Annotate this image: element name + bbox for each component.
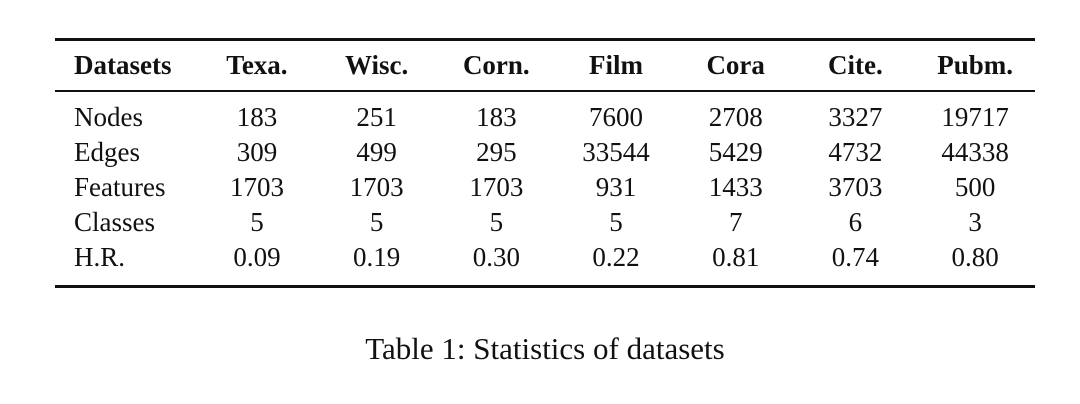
table-cell: 0.19: [353, 242, 401, 272]
col-header-cora: Cora: [706, 50, 765, 80]
table-cell: 251: [356, 102, 397, 132]
table-row-nodes: Nodes 183 251 183 7600 2708 3327 19717: [55, 91, 1035, 135]
row-label-features: Features: [74, 172, 166, 202]
table-row-edges: Edges 309 499 295 33544 5429 4732 44338: [55, 135, 1035, 170]
table-row-features: Features 1703 1703 1703 931 1433 3703 50…: [55, 170, 1035, 205]
table-cell: 44338: [941, 137, 1009, 167]
col-header-film: Film: [589, 50, 643, 80]
table-cell: 1433: [708, 172, 763, 202]
row-label-edges: Edges: [74, 137, 140, 167]
table-cell: 6: [848, 207, 863, 237]
row-label-hr: H.R.: [74, 242, 126, 272]
col-header-pubmed: Pubm.: [937, 50, 1013, 80]
row-label-nodes: Nodes: [74, 102, 143, 132]
col-header-citeseer: Cite.: [828, 50, 883, 80]
table-cell: 0.30: [472, 242, 520, 272]
table-cell: 1703: [349, 172, 404, 202]
table-cell: 2708: [708, 102, 763, 132]
table-caption: Table 1: Statistics of datasets: [365, 331, 725, 366]
table-cell: 0.81: [712, 242, 760, 272]
table-cell: 5429: [708, 137, 763, 167]
table-cell: 0.74: [831, 242, 879, 272]
table-row-classes: Classes 5 5 5 5 7 6 3: [55, 205, 1035, 240]
table-cell: 7600: [589, 102, 643, 132]
table-cell: 3: [968, 207, 982, 237]
table-cell: 931: [595, 172, 637, 202]
table-cell: 499: [356, 137, 397, 167]
statistics-table: Datasets Texa. Wisc. Corn. Film Cora Cit…: [55, 38, 1035, 288]
table-cell: 0.09: [233, 242, 281, 272]
table-cell: 0.22: [592, 242, 640, 272]
table-cell: 33544: [582, 137, 650, 167]
table-cell: 1703: [229, 172, 284, 202]
table-cell: 7: [728, 207, 743, 237]
col-header-texas: Texa.: [226, 50, 288, 80]
table-cell: 1703: [469, 172, 524, 202]
table-cell: 5: [369, 207, 384, 237]
table-cell: 5: [609, 207, 623, 237]
table-cell: 5: [489, 207, 504, 237]
row-label-classes: Classes: [74, 207, 155, 237]
table-cell: 309: [236, 137, 278, 167]
table-header-row: Datasets Texa. Wisc. Corn. Film Cora Cit…: [55, 40, 1035, 91]
col-header-cornell: Corn.: [462, 50, 530, 80]
table-cell: 183: [476, 102, 517, 132]
table-cell: 0.80: [951, 242, 999, 272]
col-header-datasets: Datasets: [74, 50, 172, 80]
table-row-homophily-ratio: H.R. 0.09 0.19 0.30 0.22 0.81 0.74 0.80: [55, 240, 1035, 287]
table-cell: 5: [250, 207, 264, 237]
table-cell: 3327: [828, 102, 883, 132]
table-cell: 3703: [828, 172, 883, 202]
table-cell: 500: [954, 172, 996, 202]
table-cell: 295: [476, 137, 517, 167]
table-cell: 183: [236, 102, 278, 132]
table-cell: 19717: [941, 102, 1009, 132]
col-header-wisconsin: Wisc.: [344, 50, 409, 80]
table-cell: 4732: [828, 137, 883, 167]
